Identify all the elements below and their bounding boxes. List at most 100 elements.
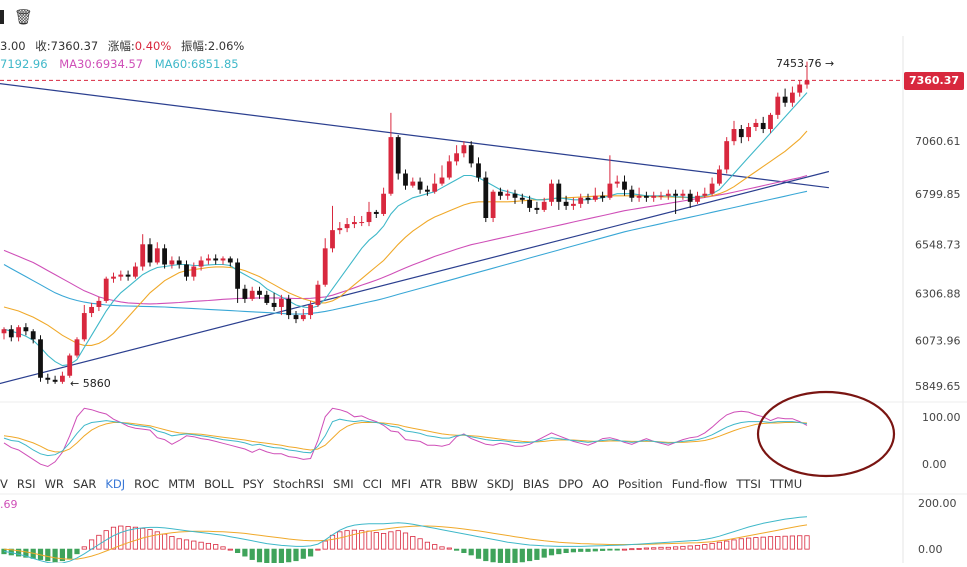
indicator-tab-position[interactable]: Position bbox=[617, 477, 663, 491]
indicator-tab-psy[interactable]: PSY bbox=[242, 477, 264, 491]
ma60-label: MA60: bbox=[154, 57, 192, 71]
macd-bar bbox=[402, 532, 409, 550]
candle-body bbox=[286, 298, 292, 316]
candle-body bbox=[147, 244, 153, 263]
candle-body bbox=[103, 278, 109, 301]
indicator-tab-ttsi[interactable]: TTSI bbox=[736, 477, 761, 491]
candle-body bbox=[242, 288, 248, 299]
macd-bar bbox=[468, 548, 474, 556]
candle-body bbox=[264, 294, 270, 303]
candle-body bbox=[16, 327, 21, 338]
indicator-tab-roc[interactable]: ROC bbox=[134, 477, 160, 491]
candle-body bbox=[300, 315, 306, 320]
macd-bar bbox=[424, 541, 431, 550]
indicator-tab-ao[interactable]: AO bbox=[592, 477, 609, 491]
indicator-tab-stochrsi[interactable]: StochRSI bbox=[272, 477, 325, 491]
indicator-tab-skdj[interactable]: SKDJ bbox=[486, 477, 514, 491]
candle-body bbox=[417, 181, 423, 190]
indicator-tab-mfi[interactable]: MFI bbox=[391, 477, 412, 491]
candle-body bbox=[38, 339, 43, 378]
candle-body bbox=[592, 195, 598, 200]
indicator-tab-bias[interactable]: BIAS bbox=[522, 477, 550, 491]
indicator-tab-ttmu[interactable]: TTMU bbox=[769, 477, 803, 491]
macd-bar bbox=[395, 530, 401, 550]
macd-bar bbox=[665, 546, 671, 550]
candle-body bbox=[775, 96, 781, 115]
candle-body bbox=[344, 224, 350, 229]
macd-bar bbox=[614, 548, 620, 551]
indicator-tab-kdj[interactable]: KDJ bbox=[105, 477, 126, 491]
indicator-tab-smi[interactable]: SMI bbox=[333, 477, 354, 491]
ohlc-header: 3.00 收:7360.37 涨幅:0.40% 振幅:2.06% bbox=[0, 38, 244, 54]
macd-bar bbox=[556, 548, 562, 555]
candle-body bbox=[8, 329, 14, 338]
candle-body bbox=[118, 274, 124, 277]
candle-body bbox=[366, 211, 372, 223]
macd-bar bbox=[585, 548, 591, 552]
macd-bar bbox=[658, 546, 664, 550]
candle-body bbox=[140, 244, 146, 267]
macd-bar bbox=[673, 546, 679, 550]
macd-bar bbox=[45, 548, 51, 562]
indicator-tab-sar[interactable]: SAR bbox=[72, 477, 97, 491]
candle-body bbox=[381, 193, 386, 214]
candle-body bbox=[162, 248, 167, 265]
macd-bar bbox=[227, 548, 233, 551]
macd-bar bbox=[797, 535, 803, 550]
candle-body bbox=[695, 195, 700, 202]
indicator-tab-mtm[interactable]: MTM bbox=[168, 477, 196, 491]
macd-bar bbox=[753, 537, 759, 550]
candle-body bbox=[133, 266, 138, 277]
macd-bar bbox=[600, 548, 606, 551]
candle-body bbox=[330, 230, 335, 249]
macd-bar bbox=[81, 546, 87, 550]
indicator-tab-rsi[interactable]: RSI bbox=[16, 477, 36, 491]
indicator-tab-atr[interactable]: ATR bbox=[420, 477, 443, 491]
candle-body bbox=[96, 300, 102, 307]
delete-icon[interactable]: 🗑 bbox=[14, 8, 34, 26]
indicator-tab-boll[interactable]: BOLL bbox=[204, 477, 234, 491]
macd-bar bbox=[110, 526, 117, 550]
candle-body bbox=[235, 262, 240, 289]
indicator-tab-bbw[interactable]: BBW bbox=[451, 477, 478, 491]
indicator-tab-wr[interactable]: WR bbox=[44, 477, 64, 491]
macd-bar bbox=[775, 536, 781, 550]
candle-body bbox=[1, 329, 7, 334]
macd-bar bbox=[154, 531, 160, 550]
candle-body bbox=[644, 195, 649, 198]
candle-body bbox=[483, 177, 489, 218]
candle-body bbox=[600, 195, 605, 198]
macd-bar bbox=[205, 542, 211, 550]
macd-bar bbox=[198, 541, 204, 550]
macd-bar bbox=[366, 530, 372, 550]
candle-body bbox=[512, 193, 518, 198]
candle-body bbox=[498, 191, 503, 196]
macd-bar bbox=[125, 526, 131, 550]
candle-body bbox=[680, 193, 686, 196]
macd-bar bbox=[687, 545, 693, 550]
macd-bar bbox=[643, 547, 650, 550]
toolbar-marker-icon[interactable] bbox=[0, 10, 4, 24]
macd-bar bbox=[804, 535, 810, 550]
macd-bar bbox=[432, 544, 438, 550]
candle-body bbox=[352, 222, 357, 225]
indicator-tab-v[interactable]: V bbox=[0, 477, 8, 491]
candle-body bbox=[191, 266, 197, 277]
candle-body bbox=[556, 183, 562, 202]
indicator-tab-dpo[interactable]: DPO bbox=[558, 477, 584, 491]
macd-bar bbox=[702, 544, 708, 550]
main-y-tick-3: 6306.88 bbox=[915, 287, 961, 300]
indicator-tab-cci[interactable]: CCI bbox=[362, 477, 383, 491]
macd-bar bbox=[548, 548, 555, 556]
macd-bar bbox=[264, 548, 270, 564]
candle-body bbox=[709, 183, 715, 194]
macd-bar bbox=[329, 534, 336, 550]
macd-bar bbox=[176, 538, 182, 550]
macd-bar bbox=[183, 539, 190, 550]
macd-bar bbox=[497, 548, 504, 563]
close-label: 收: bbox=[35, 39, 51, 53]
candle-body bbox=[607, 183, 613, 198]
indicator-tab-fund-flow[interactable]: Fund-flow bbox=[671, 477, 728, 491]
macd-bar bbox=[512, 548, 518, 563]
amp-value: 2.06% bbox=[207, 39, 245, 53]
